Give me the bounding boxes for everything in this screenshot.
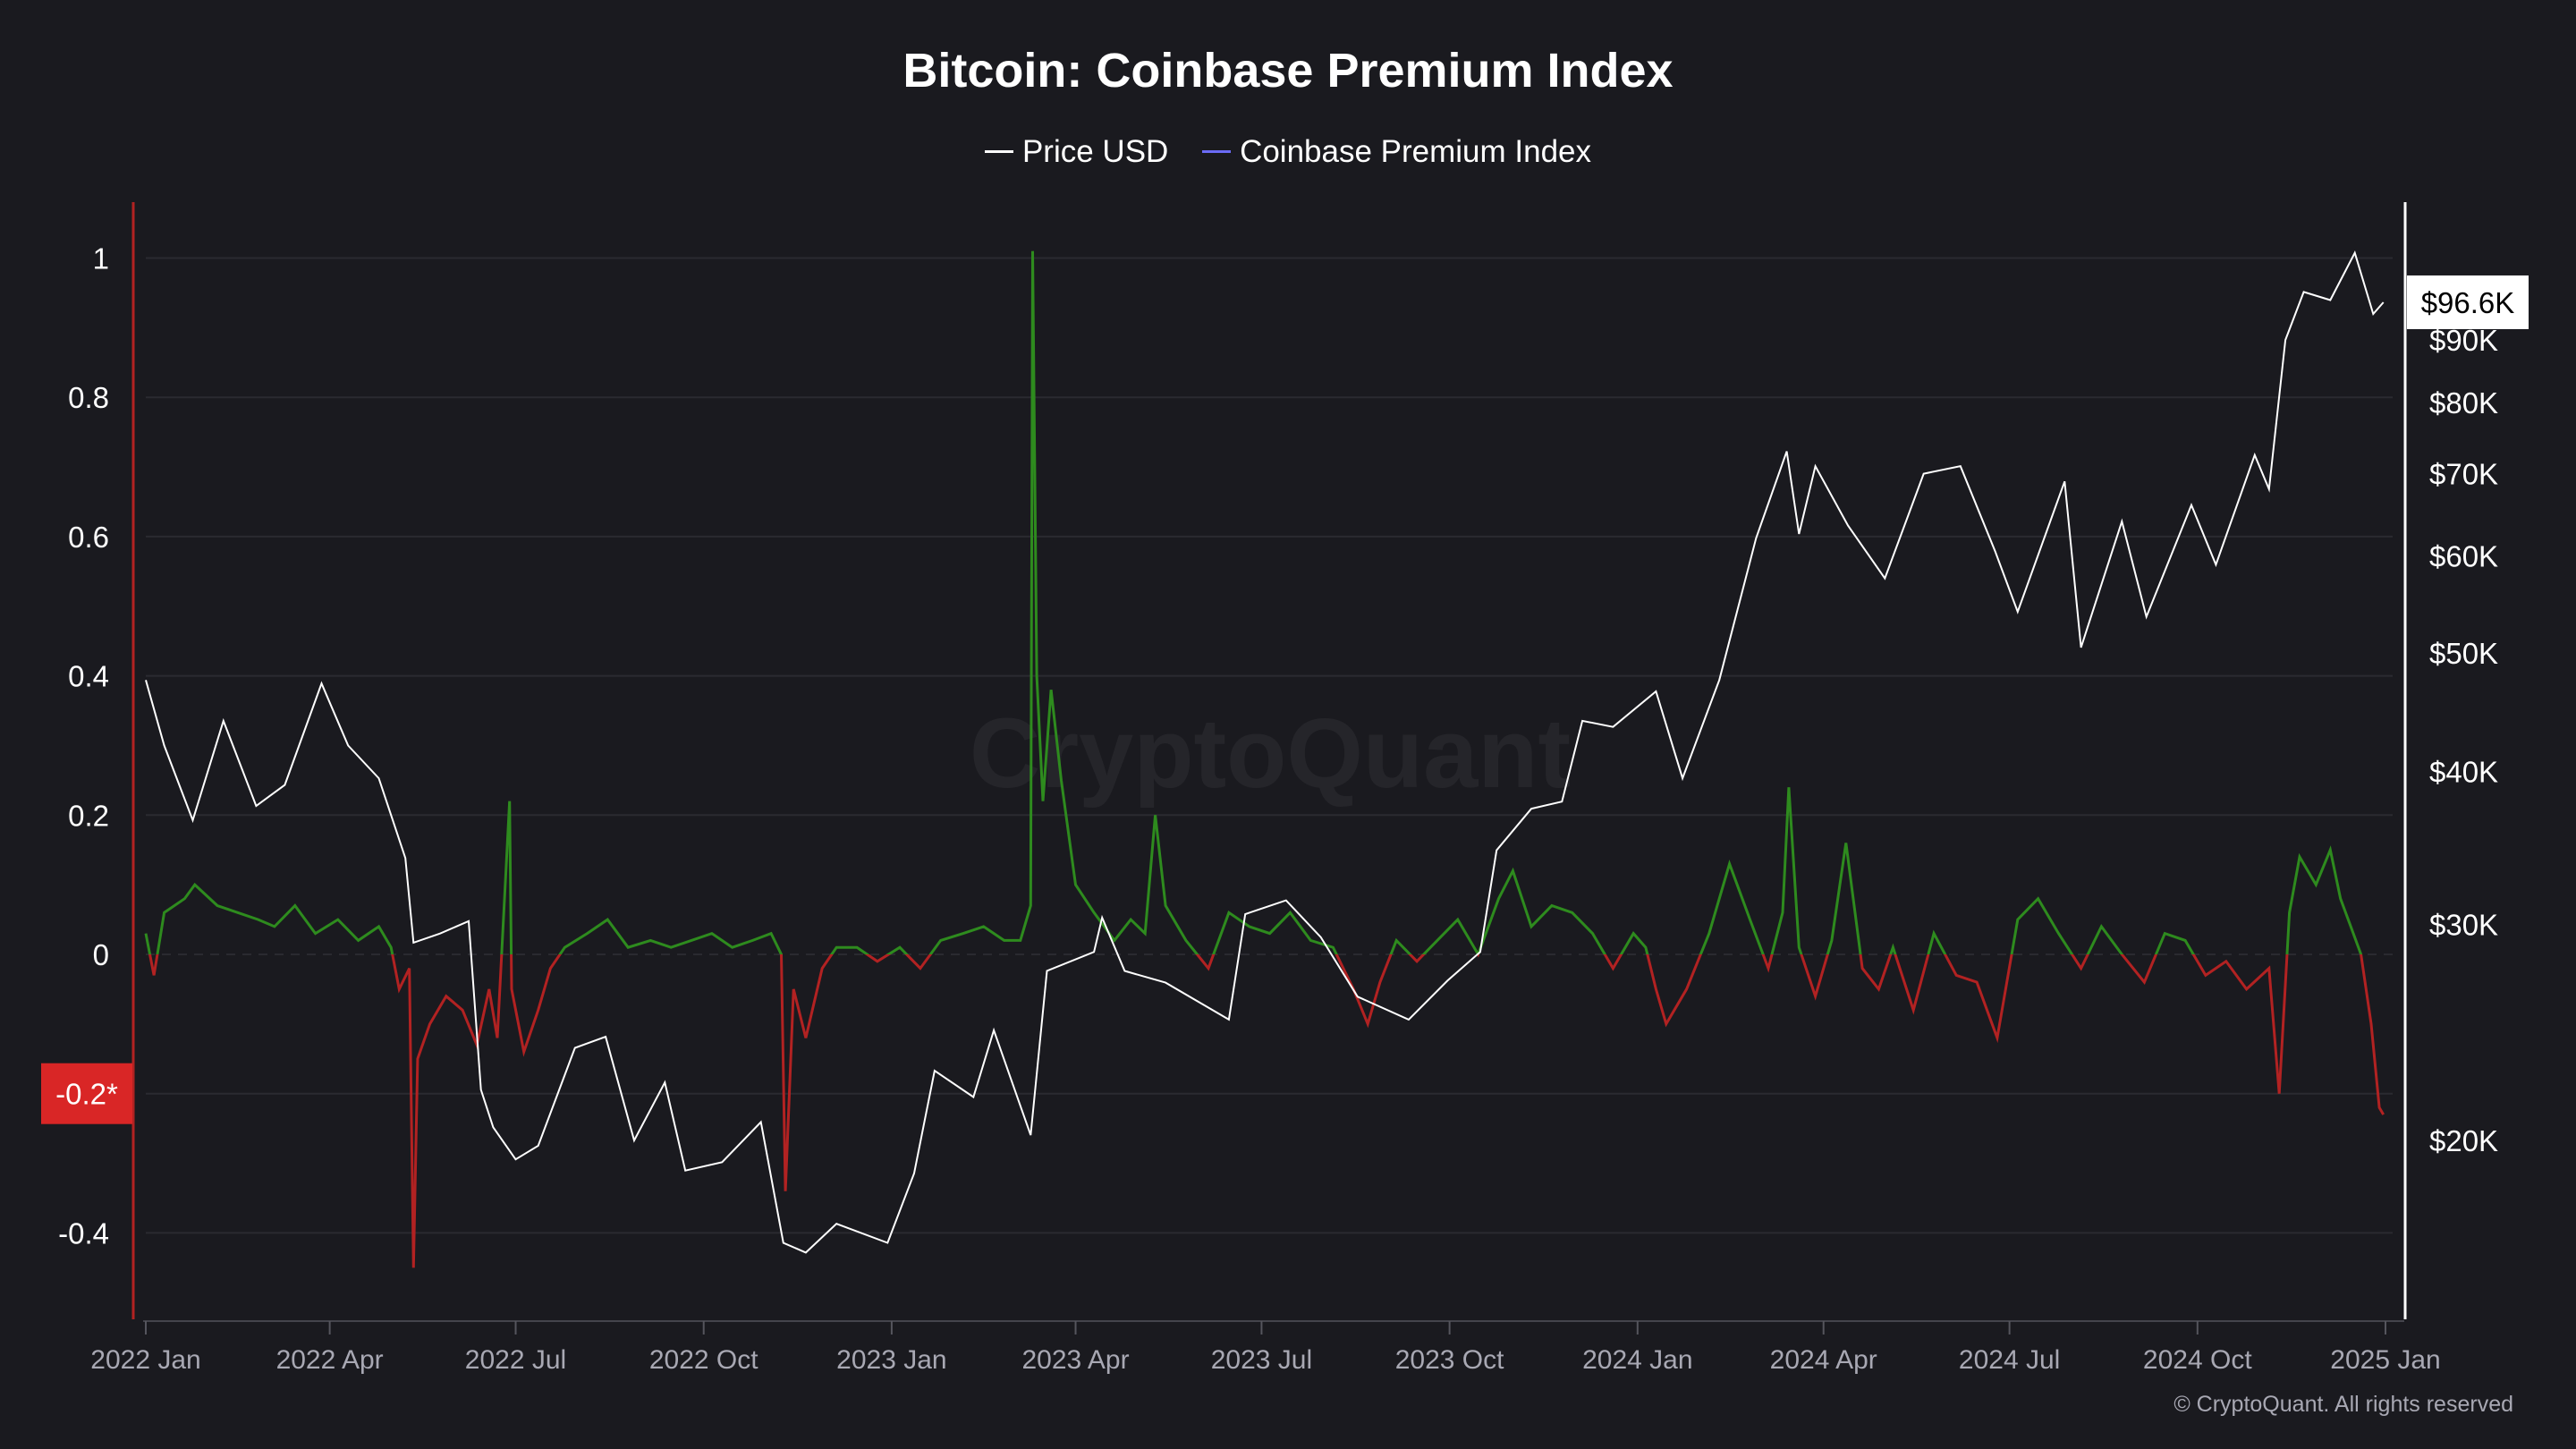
- left-axis-tick: 1: [93, 242, 109, 275]
- left-axis-tick: -0.4: [58, 1216, 109, 1250]
- x-axis-tick: 2022 Apr: [276, 1345, 384, 1375]
- right-axis-tick: $60K: [2429, 539, 2498, 572]
- x-axis-tick: 2023 Jul: [1211, 1345, 1312, 1375]
- x-axis-tick: 2025 Jan: [2330, 1345, 2440, 1375]
- last-price-badge: [2407, 275, 2529, 329]
- x-axis-tick: 2023 Oct: [1395, 1345, 1504, 1375]
- premium-line-negative: [148, 954, 2385, 1268]
- last-price-label: $96.6K: [2421, 286, 2515, 319]
- right-axis-tick: $40K: [2429, 756, 2498, 789]
- left-axis-tick: 0.4: [68, 660, 109, 693]
- right-axis-tick: $90K: [2429, 324, 2498, 357]
- chart-title: Bitcoin: Coinbase Premium Index: [902, 44, 1674, 97]
- legend-label: Coinbase Premium Index: [1240, 133, 1592, 169]
- left-axis-tick: 0.2: [68, 799, 109, 832]
- x-axis-tick: 2022 Jan: [90, 1345, 200, 1375]
- x-axis-tick: 2024 Jul: [1959, 1345, 2060, 1375]
- left-axis-tick: 0: [93, 938, 109, 971]
- legend-item-price[interactable]: Price USD: [984, 133, 1169, 170]
- right-axis-tick: $20K: [2429, 1124, 2498, 1157]
- legend-label: Price USD: [1021, 133, 1169, 169]
- x-axis-tick: 2024 Apr: [1770, 1345, 1877, 1375]
- x-axis-tick: 2023 Apr: [1021, 1345, 1129, 1375]
- copyright: © CryptoQuant. All rights reserved: [2174, 1392, 2513, 1417]
- watermark: CryptoQuant: [970, 699, 1571, 809]
- left-axis-tick: 0.6: [68, 521, 109, 554]
- legend: Price USD Coinbase Premium Index: [0, 125, 2576, 170]
- right-axis-tick: $70K: [2429, 458, 2498, 491]
- x-axis-tick: 2023 Jan: [836, 1345, 946, 1375]
- x-axis-tick: 2024 Jan: [1582, 1345, 1692, 1375]
- right-axis-tick: $30K: [2429, 909, 2498, 942]
- x-axis-tick: 2024 Oct: [2143, 1345, 2252, 1375]
- price-line: [145, 250, 2385, 1254]
- premium-swatch-icon: [1202, 150, 1232, 153]
- x-axis-tick: 2022 Oct: [649, 1345, 758, 1375]
- left-axis-tick: 0.8: [68, 381, 109, 414]
- premium-line-positive: [144, 250, 2363, 954]
- right-axis-tick: $50K: [2429, 637, 2498, 670]
- last-premium-label: -0.2*: [55, 1078, 118, 1111]
- x-axis-tick: 2022 Jul: [465, 1345, 566, 1375]
- last-premium-badge: [41, 1063, 132, 1124]
- legend-item-premium[interactable]: Coinbase Premium Index: [1202, 134, 1591, 170]
- right-axis-tick: $80K: [2429, 386, 2498, 419]
- price-swatch-icon: [984, 150, 1013, 153]
